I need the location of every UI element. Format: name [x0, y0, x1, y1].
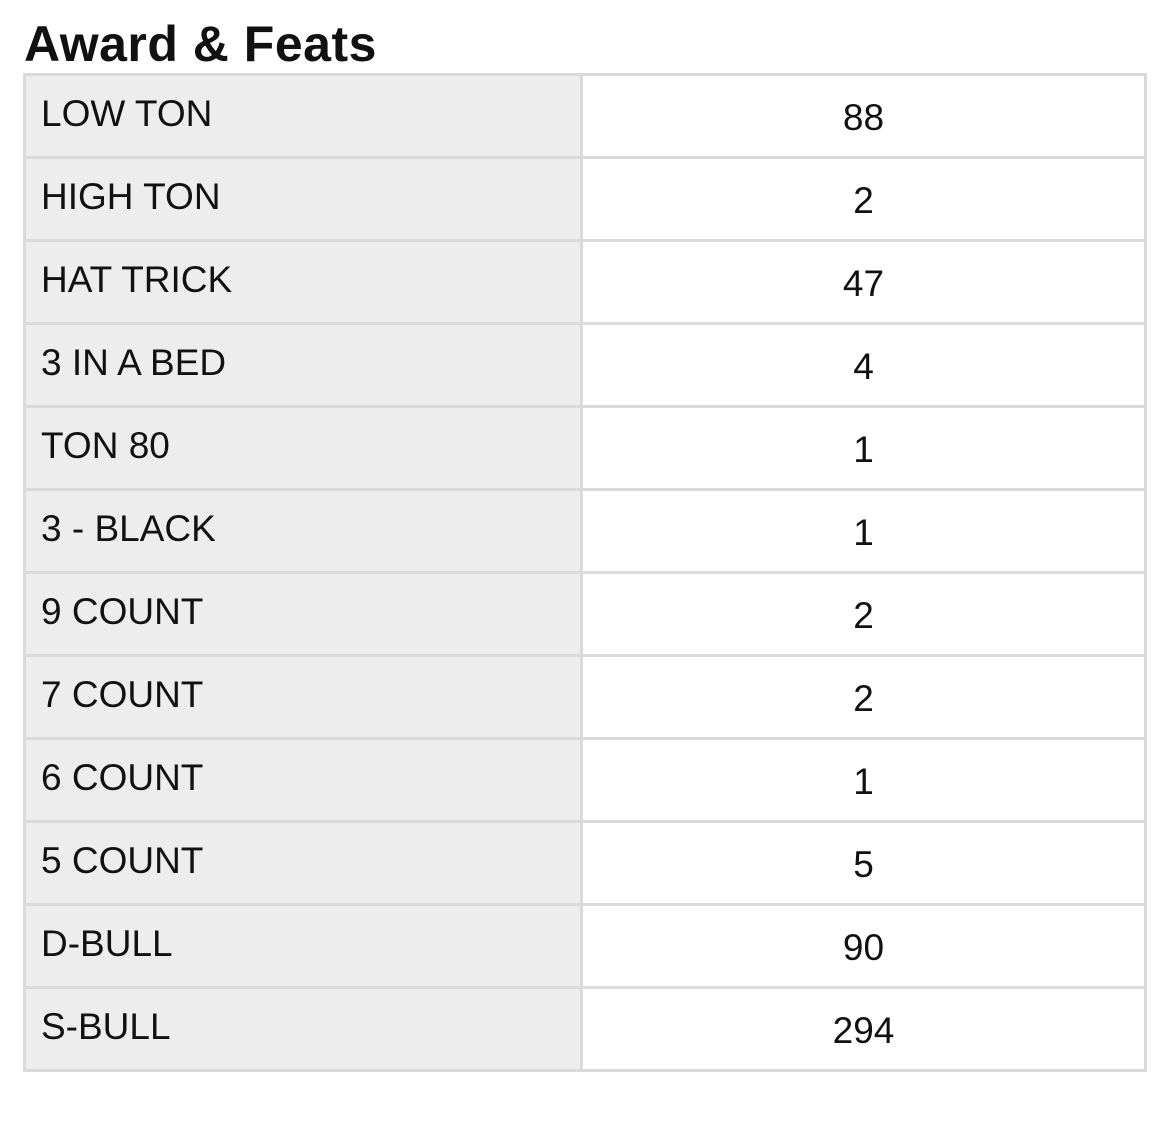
award-value-cell: 1: [580, 488, 1147, 574]
award-label: HIGH TON: [41, 176, 221, 217]
award-label: 6 COUNT: [41, 757, 204, 798]
table-row: D-BULL 90: [23, 903, 1147, 989]
award-value: 1: [853, 761, 874, 802]
award-label: 5 COUNT: [41, 840, 204, 881]
award-label: 3 - BLACK: [41, 508, 216, 549]
award-value-cell: 2: [580, 571, 1147, 657]
award-label: D-BULL: [41, 923, 173, 964]
award-label: 3 IN A BED: [41, 342, 227, 383]
table-row: HIGH TON 2: [23, 156, 1147, 242]
award-value: 4: [853, 346, 874, 387]
award-value-cell: 1: [580, 405, 1147, 491]
award-label-cell: 7 COUNT: [23, 654, 583, 740]
award-label-cell: S-BULL: [23, 986, 583, 1072]
award-label: HAT TRICK: [41, 259, 233, 300]
award-value: 2: [853, 180, 874, 221]
award-value-cell: 2: [580, 156, 1147, 242]
award-label-cell: 3 - BLACK: [23, 488, 583, 574]
award-value: 90: [842, 927, 885, 968]
table-row: 3 IN A BED 4: [23, 322, 1147, 408]
award-value: 47: [842, 263, 885, 304]
award-label-cell: D-BULL: [23, 903, 583, 989]
award-value-cell: 90: [580, 903, 1147, 989]
awards-table: LOW TON 88 HIGH TON 2 HAT TRICK 47 3 IN …: [23, 73, 1147, 1072]
award-label-cell: HIGH TON: [23, 156, 583, 242]
award-label: LOW TON: [41, 93, 213, 134]
award-label-cell: LOW TON: [23, 73, 583, 159]
table-row: TON 80 1: [23, 405, 1147, 491]
table-row: 6 COUNT 1: [23, 737, 1147, 823]
award-label-cell: HAT TRICK: [23, 239, 583, 325]
award-value-cell: 5: [580, 820, 1147, 906]
award-value-cell: 294: [580, 986, 1147, 1072]
award-value: 1: [853, 429, 874, 470]
table-row: 5 COUNT 5: [23, 820, 1147, 906]
award-value: 1: [853, 512, 874, 553]
table-row: S-BULL 294: [23, 986, 1147, 1072]
award-value-cell: 2: [580, 654, 1147, 740]
table-row: HAT TRICK 47: [23, 239, 1147, 325]
award-label-cell: 3 IN A BED: [23, 322, 583, 408]
award-label: S-BULL: [41, 1006, 171, 1047]
award-label-cell: 9 COUNT: [23, 571, 583, 657]
award-label-cell: TON 80: [23, 405, 583, 491]
table-row: 7 COUNT 2: [23, 654, 1147, 740]
award-value: 2: [853, 678, 874, 719]
award-value: 5: [853, 844, 874, 885]
award-value: 88: [842, 97, 885, 138]
table-row: 3 - BLACK 1: [23, 488, 1147, 574]
award-value-cell: 47: [580, 239, 1147, 325]
award-value-cell: 1: [580, 737, 1147, 823]
table-row: 9 COUNT 2: [23, 571, 1147, 657]
award-value-cell: 4: [580, 322, 1147, 408]
award-label: 9 COUNT: [41, 591, 204, 632]
award-label-cell: 6 COUNT: [23, 737, 583, 823]
award-value: 2: [853, 595, 874, 636]
award-value-cell: 88: [580, 73, 1147, 159]
page-title: Award & Feats: [24, 16, 377, 72]
award-label: TON 80: [41, 425, 170, 466]
table-row: LOW TON 88: [23, 73, 1147, 159]
award-label-cell: 5 COUNT: [23, 820, 583, 906]
award-label: 7 COUNT: [41, 674, 204, 715]
award-value: 294: [832, 1010, 895, 1051]
